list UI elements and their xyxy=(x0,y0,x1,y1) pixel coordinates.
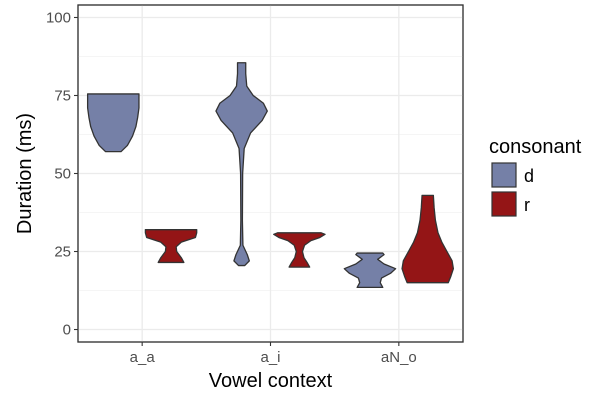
x-tick-label: aN_o xyxy=(381,349,417,366)
y-tick-label: 50 xyxy=(54,166,71,183)
legend-swatch-r xyxy=(491,191,517,217)
legend-swatch-d xyxy=(491,162,517,188)
axes: 0 25 50 75 100 a_a a_i aN_o xyxy=(46,9,417,366)
y-tick-label: 100 xyxy=(46,9,71,26)
violin-r-aN_o xyxy=(401,194,455,284)
legend-entries: dr xyxy=(491,162,534,217)
legend-label-d: d xyxy=(524,166,534,186)
legend-title: consonant xyxy=(489,136,582,158)
y-axis-title: Duration (ms) xyxy=(14,113,36,234)
legend: consonant dr xyxy=(489,136,582,217)
violin-r-a_i xyxy=(273,232,326,268)
violin-d-a_a xyxy=(86,93,140,153)
violin-d-aN_o xyxy=(343,252,397,289)
y-tick-label: 0 xyxy=(63,322,71,339)
x-axis-title: Vowel context xyxy=(209,370,333,392)
violin-r-a_a xyxy=(144,229,198,264)
violins xyxy=(86,62,455,289)
y-tick-label: 25 xyxy=(54,244,71,261)
x-tick-label: a_i xyxy=(260,349,280,366)
gridlines xyxy=(78,5,463,342)
x-tick-label: a_a xyxy=(130,349,156,366)
legend-label-r: r xyxy=(524,195,530,215)
violin-d-a_i xyxy=(215,62,268,267)
y-tick-label: 75 xyxy=(54,87,71,104)
